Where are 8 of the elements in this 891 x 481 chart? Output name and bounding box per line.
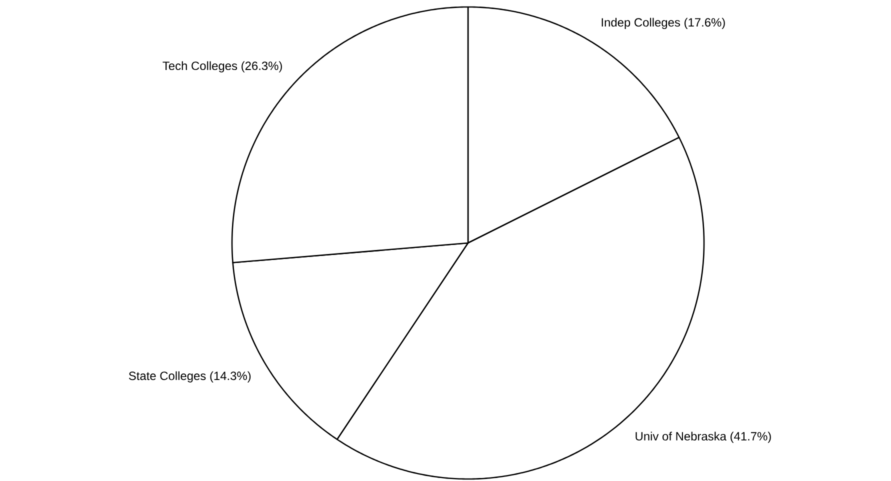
data-label: (26.3%) <box>242 61 282 72</box>
slice-label: State Colleges <box>128 371 206 382</box>
data-label: (14.3%) <box>210 371 251 382</box>
data-label: (41.7%) <box>730 432 771 443</box>
slice-label: Tech Colleges <box>162 61 238 72</box>
slice-label: Univ of Nebraska <box>636 432 726 440</box>
slice-label: Indep Colleges <box>602 18 680 29</box>
data-label: (17.6%) <box>684 18 725 29</box>
